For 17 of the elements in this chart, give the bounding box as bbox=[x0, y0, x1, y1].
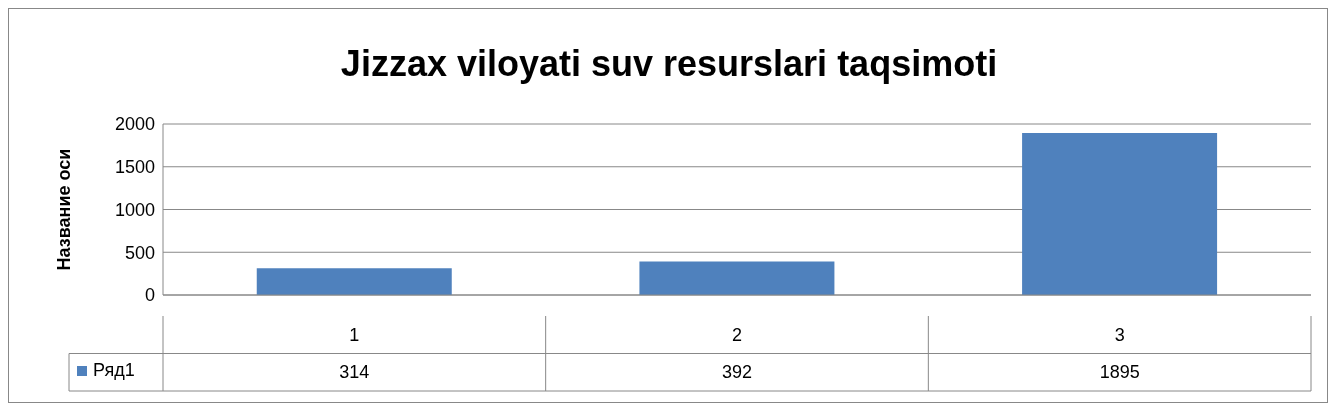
y-tick-label: 2000 bbox=[114, 114, 155, 135]
y-tick-label: 0 bbox=[144, 285, 155, 306]
chart-title: Jizzax viloyati suv resurslari taqsimoti bbox=[339, 43, 999, 85]
x-tick-label: 2 bbox=[731, 324, 743, 345]
bar bbox=[256, 268, 452, 295]
bar bbox=[1022, 132, 1218, 295]
y-axis-title: Название оси bbox=[54, 148, 75, 271]
legend-label: Ряд1 bbox=[92, 360, 135, 382]
data-label: 1895 bbox=[1099, 362, 1140, 383]
data-label: 392 bbox=[721, 362, 753, 383]
y-tick-label: 1000 bbox=[114, 199, 155, 220]
x-tick-label: 1 bbox=[349, 324, 360, 345]
data-label: 314 bbox=[339, 362, 370, 383]
y-tick-label: 1500 bbox=[114, 157, 155, 178]
bar bbox=[639, 261, 835, 295]
x-tick-label: 3 bbox=[1114, 324, 1125, 345]
y-tick-label: 500 bbox=[124, 242, 155, 263]
